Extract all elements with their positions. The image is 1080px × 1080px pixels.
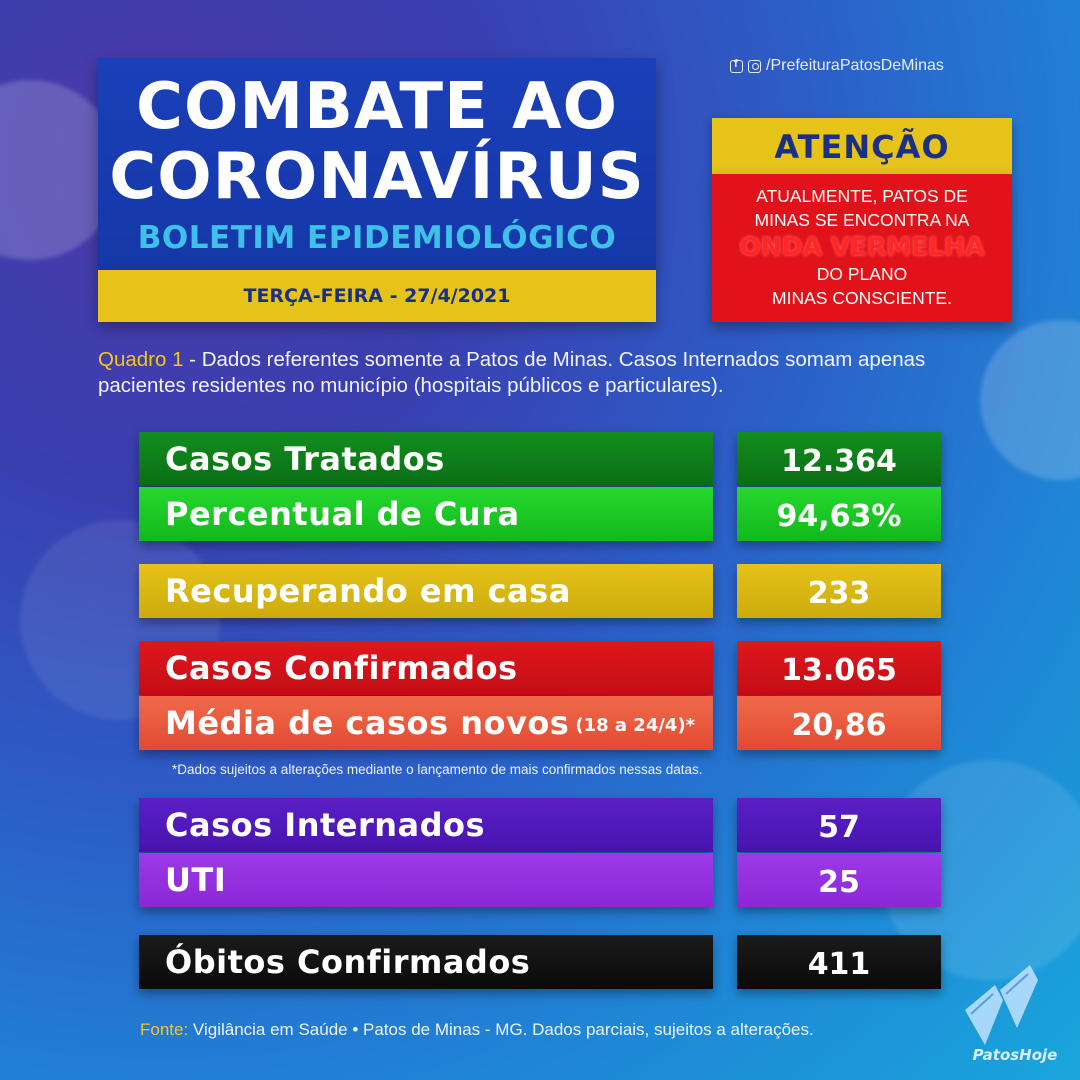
attention-title: ATENÇÃO [712,118,1012,174]
row-label: UTI [139,853,713,907]
row-label-main: Média de casos novos [165,704,570,742]
attention-line-4: MINAS CONSCIENTE. [772,288,952,308]
source-label: Fonte: [140,1020,189,1039]
row-value: 25 [737,853,941,907]
row-label: Média de casos novos (18 a 24/4)* [139,696,713,750]
note-text: - Dados referentes somente a Patos de Mi… [98,348,926,397]
instagram-icon [748,59,761,73]
background-virus-shape [980,320,1080,480]
row-deaths: Óbitos Confirmados 411 [139,935,941,989]
title-box: COMBATE AO CORONAVÍRUS BOLETIM EPIDEMIOL… [98,58,656,270]
row-home: Recuperando em casa 233 [139,564,941,618]
row-icu: UTI 25 [139,853,941,907]
facebook-icon [730,58,743,73]
row-confirmed: Casos Confirmados 13.065 [139,641,941,695]
row-label: Percentual de Cura [139,487,713,541]
row-value: 13.065 [737,641,941,695]
row-label: Casos Confirmados [139,641,713,695]
source-line: Fonte: Vigilância em Saúde • Patos de Mi… [140,1020,970,1040]
row-label-period: (18 a 24/4)* [575,715,696,736]
social-handle-text: /PrefeituraPatosDeMinas [766,57,944,74]
social-handle: /PrefeituraPatosDeMinas [730,56,944,76]
date-label: TERÇA-FEIRA - 27/4/2021 [98,270,656,322]
table-note: Quadro 1 - Dados referentes somente a Pa… [98,347,998,399]
subtitle: BOLETIM EPIDEMIOLÓGICO [137,220,617,256]
source-text: Vigilância em Saúde • Patos de Minas - M… [188,1020,814,1039]
attention-wave: ONDA VERMELHA [739,232,985,261]
row-average: Média de casos novos (18 a 24/4)* 20,86 [139,696,941,750]
row-value: 57 [737,798,941,852]
row-hospitalized: Casos Internados 57 [139,798,941,852]
footnote: *Dados sujeitos a alterações mediante o … [172,762,703,777]
attention-line-1: ATUALMENTE, PATOS DE [756,186,968,206]
row-value: 411 [737,935,941,989]
attention-line-2: MINAS SE ENCONTRA NA [754,210,970,230]
row-treated: Casos Tratados 12.364 [139,432,941,486]
attention-line-3: DO PLANO [816,264,908,284]
row-label: Recuperando em casa [139,564,713,618]
row-value: 20,86 [737,696,941,750]
attention-body: ATUALMENTE, PATOS DE MINAS SE ENCONTRA N… [712,174,1012,322]
flippers-icon [965,965,1038,1045]
row-label: Casos Internados [139,798,713,852]
title-line-2: CORONAVÍRUS [109,140,645,214]
title-line-1: COMBATE AO [136,70,618,144]
row-cure: Percentual de Cura 94,63% [139,487,941,541]
note-label: Quadro 1 [98,348,184,371]
logo-text: PatosHoje [972,1046,1058,1064]
row-label: Óbitos Confirmados [139,935,713,989]
row-label: Casos Tratados [139,432,713,486]
row-value: 94,63% [737,487,941,541]
row-value: 233 [737,564,941,618]
row-value: 12.364 [737,432,941,486]
